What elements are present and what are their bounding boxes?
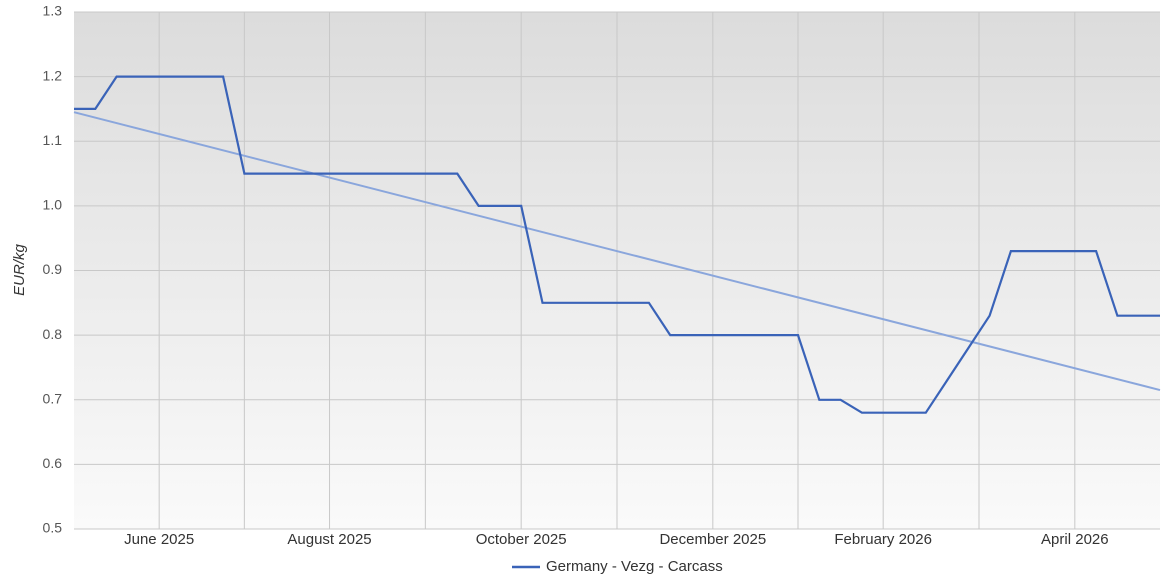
x-tick-label: August 2025: [287, 531, 371, 548]
x-tick-label: June 2025: [124, 531, 194, 548]
y-tick-label: 1.2: [43, 67, 63, 83]
y-tick-label: 0.8: [43, 326, 63, 342]
y-tick-label: 1.1: [43, 132, 63, 148]
x-tick-label: April 2026: [1041, 531, 1109, 548]
y-tick-label: 0.5: [43, 520, 63, 536]
x-tick-label: October 2025: [476, 531, 567, 548]
y-tick-label: 0.6: [43, 455, 63, 471]
legend-label: Germany - Vezg - Carcass: [546, 558, 723, 575]
series-line: [74, 75, 1160, 414]
x-tick-label: February 2026: [834, 531, 932, 548]
y-tick-label: 1.0: [43, 197, 63, 213]
y-tick-label: 1.3: [43, 3, 63, 19]
x-tick-label: December 2025: [659, 531, 766, 548]
trendline: [73, 111, 1161, 392]
y-tick-label: 0.7: [43, 390, 63, 406]
y-axis-label: EUR/kg: [11, 244, 28, 296]
y-tick-label: 0.9: [43, 261, 63, 277]
